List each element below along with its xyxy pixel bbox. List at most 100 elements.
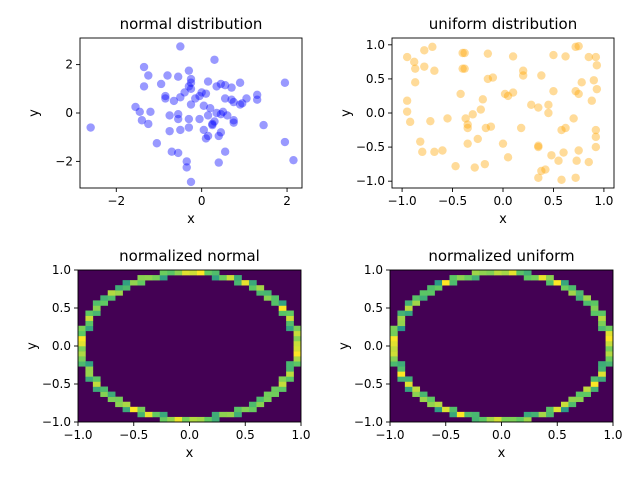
heatmap-cell: [494, 270, 502, 276]
data-point: [402, 52, 412, 62]
data-point: [503, 91, 513, 101]
heatmap-cell: [174, 416, 183, 423]
data-point: [592, 84, 602, 94]
heatmap-cell: [234, 275, 242, 281]
heatmap-cell: [293, 346, 302, 352]
heatmap-cell: [182, 270, 190, 276]
data-point: [574, 146, 583, 155]
data-point: [176, 125, 185, 135]
heatmap-cell: [471, 416, 480, 423]
heatmap-cell: [494, 416, 502, 423]
heatmap-cell: [419, 290, 428, 296]
heatmap-cell: [486, 270, 495, 276]
heatmap-cell: [256, 290, 265, 296]
data-point: [544, 100, 553, 110]
data-point: [235, 100, 245, 109]
data-point: [280, 78, 290, 87]
heatmap-cell: [397, 361, 406, 367]
y-tick-label: 0.0: [366, 106, 385, 120]
heatmap-cell: [390, 330, 398, 337]
data-point: [402, 96, 412, 105]
heatmap-cell: [471, 411, 480, 418]
heatmap-cell: [397, 315, 406, 321]
heatmap-cell: [286, 320, 294, 327]
data-point: [478, 95, 488, 104]
heatmap-cell: [241, 406, 250, 413]
data-point: [534, 141, 543, 150]
heatmap-cell: [598, 315, 606, 321]
heatmap-cell: [293, 325, 302, 332]
chart-title: normal distribution: [120, 15, 263, 33]
heatmap-cell: [219, 275, 227, 281]
heatmap-cell: [434, 401, 443, 408]
y-tick-label: 1.0: [364, 263, 383, 277]
y-tick-label: 1.0: [366, 38, 385, 52]
heatmap-cell: [256, 401, 265, 408]
heatmap-cell: [412, 295, 421, 301]
data-point: [206, 103, 215, 113]
data-point: [199, 101, 209, 110]
data-point: [557, 175, 566, 185]
heatmap-cell: [434, 406, 443, 413]
data-point: [587, 96, 596, 105]
heatmap-cell: [471, 275, 480, 281]
heatmap-cell: [234, 280, 242, 286]
y-tick-label: −1.0: [42, 415, 71, 429]
heatmap-cell: [590, 381, 599, 387]
data-point: [212, 82, 221, 91]
data-point: [508, 88, 518, 97]
x-tick-label: −0.5: [438, 194, 467, 208]
y-tick-label: 1.0: [52, 263, 71, 277]
data-point: [289, 155, 298, 165]
heatmap-cell: [575, 396, 584, 403]
heatmap-cell: [196, 416, 205, 423]
data-point: [405, 117, 415, 127]
heatmap-cell: [598, 310, 606, 316]
data-point: [229, 116, 238, 125]
subplot-2: −1.0 −0.5 0.0 0.5 1.0 −1.0 −0.5 0.0 0.5 1.0 unifor…: [339, 15, 615, 227]
y-tick-label: 0.5: [366, 72, 385, 86]
x-axis-label: x: [498, 446, 506, 461]
heatmap-cell: [523, 270, 532, 276]
data-point: [220, 80, 230, 90]
heatmap-cell: [412, 386, 421, 392]
x-tick-label: 1.0: [291, 428, 310, 442]
subplot-3: −1.0 −0.5 0.0 0.5 1.0 −1.0 −0.5 0.0 0.5 1.0 normal…: [25, 247, 311, 461]
heatmap-cell: [85, 320, 94, 327]
heatmap-cell: [78, 325, 86, 332]
data-point: [458, 64, 467, 73]
x-tick-label: −1.0: [63, 428, 92, 442]
heatmap-cell: [598, 361, 606, 367]
data-point: [165, 111, 174, 120]
heatmap-cell: [78, 346, 86, 352]
data-point: [186, 177, 196, 187]
data-point: [476, 105, 485, 114]
heatmap-cell: [167, 416, 175, 423]
heatmap-cell: [404, 376, 413, 382]
heatmap-cell: [575, 290, 584, 296]
chart-title: normalized uniform: [428, 247, 574, 265]
heatmap-cell: [568, 290, 577, 296]
heatmap-cell: [137, 280, 146, 286]
data-point: [135, 107, 144, 116]
heatmap-cell: [234, 411, 242, 418]
heatmap-cell: [100, 295, 109, 301]
data-point: [173, 110, 183, 119]
data-point: [420, 62, 429, 71]
data-point: [518, 66, 528, 75]
data-point: [460, 48, 469, 58]
data-point: [547, 151, 556, 160]
heatmap-cell: [531, 411, 539, 418]
heatmap-cell: [397, 310, 406, 316]
heatmap-cell: [115, 396, 123, 403]
data-point: [201, 134, 211, 143]
heatmap-cell: [390, 361, 398, 367]
data-point: [574, 41, 583, 51]
heatmap-cell: [115, 285, 123, 291]
heatmap-cell: [560, 280, 569, 286]
heatmap-cell: [286, 325, 294, 332]
data-point: [591, 132, 601, 142]
x-tick-label: −0.5: [119, 428, 148, 442]
heatmap-cell: [107, 290, 116, 296]
